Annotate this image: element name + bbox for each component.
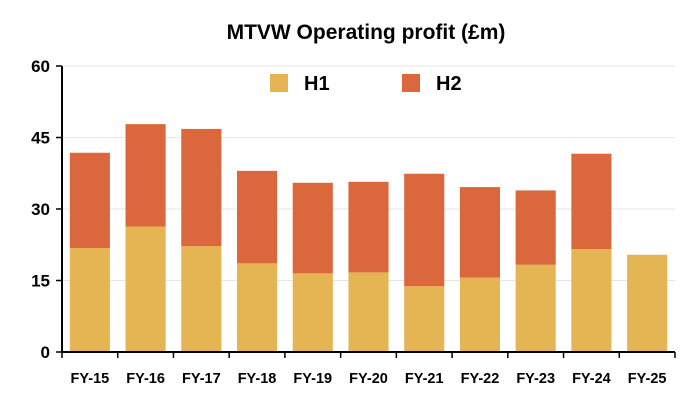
bar-h2-fy-17 [181, 128, 222, 247]
y-tick-label: 30 [31, 200, 50, 219]
bar-h2-fy-18 [236, 170, 278, 264]
bar-h2-fy-16 [125, 124, 166, 227]
x-tick-label: FY-24 [572, 371, 611, 387]
x-tick-label: FY-19 [293, 371, 332, 387]
x-tick-label: FY-17 [182, 371, 221, 387]
bar-h1-fy-17 [181, 246, 222, 352]
bar-h1-fy-24 [571, 249, 612, 352]
x-tick-label: FY-22 [461, 371, 500, 387]
legend-label-h1: H1 [304, 73, 330, 95]
bar-h2-fy-20 [348, 181, 389, 273]
axes: 0 15 30 45 60 FY-15 FY-16 FY-17 FY-18 FY-19 FY-20 F… [31, 57, 676, 387]
x-tick-label: FY-18 [238, 371, 277, 387]
bar-h2-fy-23 [515, 190, 556, 265]
legend-swatch-h2 [402, 74, 420, 92]
legend-label-h2: H2 [436, 73, 462, 95]
y-tick-label: 15 [31, 272, 50, 291]
bar-h1-fy-18 [236, 263, 278, 352]
x-tick-label: FY-21 [405, 371, 444, 387]
y-tick-label: 45 [31, 129, 50, 148]
bar-h2-fy-21 [404, 173, 445, 287]
bar-h2-fy-15 [69, 152, 110, 249]
x-tick-label: FY-23 [516, 371, 555, 387]
legend-swatch-h1 [270, 74, 288, 92]
y-tick-label: 0 [41, 343, 50, 362]
bar-h1-fy-16 [125, 226, 166, 352]
y-tick-label: 60 [31, 57, 50, 76]
chart-title: MTVW Operating profit (£m) [227, 21, 506, 44]
bar-h2-fy-19 [292, 182, 333, 274]
bar-h1-fy-20 [348, 272, 389, 352]
bar-h1-fy-22 [459, 277, 501, 352]
bar-h1-fy-19 [292, 273, 333, 352]
x-tick-label: FY-25 [628, 371, 667, 387]
bar-h1-fy-23 [515, 264, 556, 352]
x-tick-label: FY-16 [126, 371, 165, 387]
bars [69, 124, 668, 352]
bar-h1-fy-21 [404, 286, 445, 352]
bar-h2-fy-22 [459, 187, 501, 278]
x-tick-label: FY-20 [349, 371, 388, 387]
bar-h1-fy-15 [69, 248, 110, 352]
x-tick-label: FY-15 [71, 371, 110, 387]
bar-h1-fy-25 [627, 254, 668, 352]
legend: H1 H2 [270, 73, 462, 95]
bar-h2-fy-24 [571, 153, 612, 250]
